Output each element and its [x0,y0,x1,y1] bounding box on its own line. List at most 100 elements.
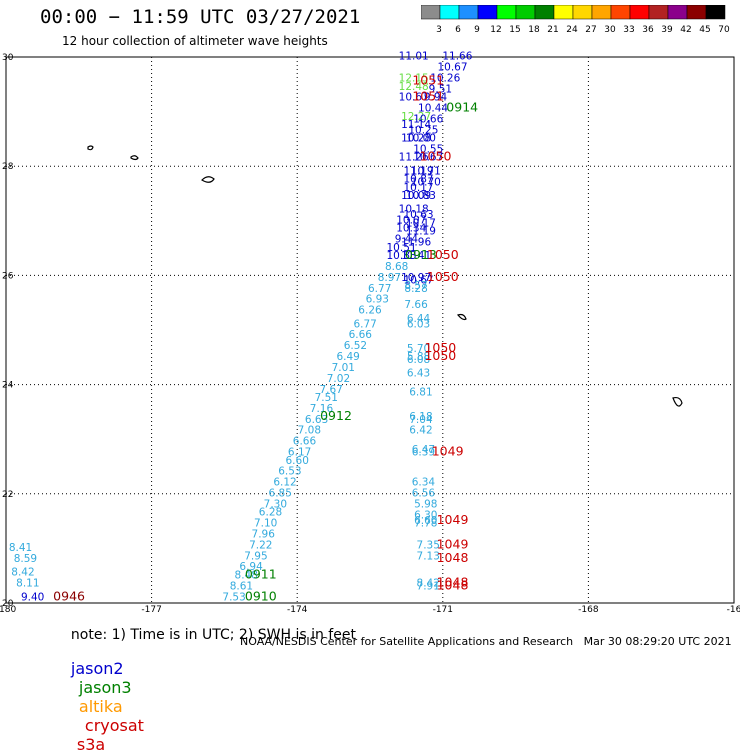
pass-time-label: 1051 [412,72,444,87]
colorbar-tick-label: 24 [566,25,578,35]
y-tick-label: 26 [2,271,14,281]
wave-height-label: 7.51 [315,392,338,404]
wave-height-label: 10.97 [401,272,431,284]
y-tick-label: 22 [2,490,13,500]
wave-height-label: 6.03 [407,318,430,330]
pass-time-label: 1048 [437,550,469,565]
wave-height-label: 6.34 [412,477,436,489]
wave-height-label: 6.66 [293,436,317,448]
wave-height-label: 10.00 [406,133,436,145]
wave-height-label: 10.67 [413,152,443,164]
x-tick-label: -180 [0,605,16,612]
wave-height-label: 7.91 [417,580,440,592]
wave-height-label: 11.41 [401,250,431,262]
wave-height-label: 8.57 [404,280,427,292]
wave-height-label: 6.85 [269,488,292,500]
page-subtitle: 12 hour collection of altimeter wave hei… [62,34,328,48]
wave-height-label: 6.53 [278,466,301,478]
wave-height-label: 6.43 [407,367,430,379]
wave-height-label: 6.18 [409,411,432,423]
wave-height-label: 10.83 [387,250,417,262]
colorbar-swatch [705,5,726,20]
pass-time-label: 0911 [245,566,277,581]
footer-note-row: note: 1) Time is in UTC; 2) SWH is in fe… [62,611,356,754]
pass-time-label: 1049 [432,444,464,459]
wave-height-label: 10.17 [404,182,434,194]
pass-time-label: 1050 [424,348,456,363]
colorbar-tick-label: 6 [455,25,461,35]
wave-height-label: 7.10 [254,518,277,530]
wave-height-label: 8.59 [14,553,37,565]
wave-height-label: 9.51 [429,83,452,95]
wave-height-label: 11.26 [399,152,429,164]
wave-height-label: 5.88 [407,351,430,363]
x-tick-label: -177 [141,605,161,612]
y-tick-label: 28 [2,162,14,172]
wave-height-label: 7.30 [264,498,287,510]
wave-height-label: 6.28 [259,507,282,519]
legend-jason3: jason3 [78,678,132,697]
wave-height-label: 8.11 [16,578,39,590]
wave-height-label: 6.42 [409,425,432,437]
island-coastline [130,155,139,161]
wave-height-label: 10.87 [404,174,434,186]
wave-height-label: 6.56 [412,488,436,500]
wave-height-label: 7.02 [327,373,350,385]
pass-time-label: 0910 [245,588,277,603]
wave-height-label: 6.44 [407,313,431,325]
wave-height-label: 10.17 [406,217,436,229]
island-coastline [456,313,467,321]
wave-height-label: 10.83 [406,190,436,202]
wave-height-label: 10.18 [399,204,429,216]
wave-height-label: 11.01 [399,51,429,63]
colorbar-tick-label: 42 [680,25,691,35]
wave-height-label: 10.55 [413,144,443,156]
wave-height-label: 6.12 [273,477,296,489]
colorbar-tick-label: 9 [474,25,480,35]
wave-height-label: 6.60 [414,515,437,527]
wave-height-label: 11.66 [442,51,472,63]
pass-time-label: 0914 [446,100,478,115]
wave-height-label: 7.66 [404,299,428,311]
wave-height-label: 10.28 [401,133,431,145]
wave-height-label: 7.35 [417,539,440,551]
wave-height-map: -180 -177 -174 -171 -168 -16 30 28 26 24 22 20 11.01… [0,51,740,612]
wave-height-label: 8.97 [378,272,401,284]
pass-time-label: 1048 [437,575,469,590]
x-tick-label: -168 [578,605,599,612]
wave-height-label: 8.42 [417,578,440,590]
wave-height-label: 10.51 [387,242,417,254]
pass-time-label: 1050 [427,269,459,284]
wave-height-label: 6.52 [344,340,367,352]
wave-height-label: 6.94 [239,561,263,573]
wave-height-label: 10.44 [418,103,448,115]
wave-height-label: 5.70 [407,343,430,355]
wave-height-label: 9.44 [395,234,419,246]
footer-note: note: 1) Time is in UTC; 2) SWH is in fe… [70,627,356,643]
pass-time-label: 1050 [420,149,452,164]
wave-height-label: 7.16 [310,403,334,415]
wave-height-label: 10.67 [404,275,434,287]
wave-height-label: 10.67 [399,92,429,104]
pass-time-label: 1050 [427,247,459,262]
wave-height-label: 11.19 [406,225,436,237]
wave-height-label: 6.93 [366,294,389,306]
x-tick-label: -16 [727,605,740,612]
colorbar-tick-label: 33 [623,25,634,35]
wave-height-label: 7.53 [222,591,245,603]
y-tick-label: 30 [2,53,14,63]
legend-s3a: s3a [76,735,106,754]
island-coastline [87,145,94,151]
wave-height-label: 5.98 [414,498,437,510]
wave-height-label: 8.48 [235,569,258,581]
wave-height-label: 11.96 [401,236,431,248]
pass-time-label: 1051 [412,89,444,104]
wave-height-label: 7.67 [319,384,342,396]
legend-altika: altika [78,697,123,716]
colorbar-tick-label: 36 [642,25,654,35]
wave-height-label: 6.39 [412,447,435,459]
pass-time-label: 1049 [437,536,469,551]
wave-height-label: 6.30 [414,509,437,521]
wave-height-label: 7.78 [414,518,437,530]
